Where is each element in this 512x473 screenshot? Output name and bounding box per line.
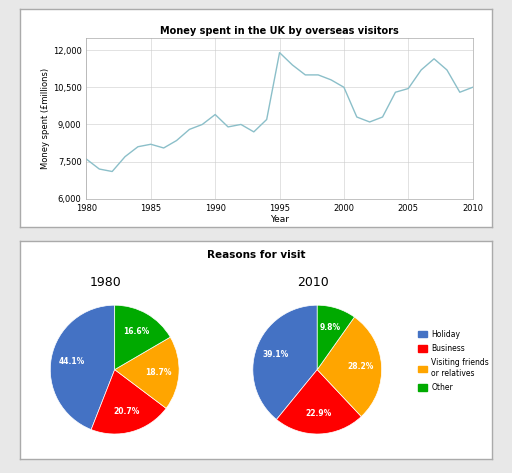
Text: Reasons for visit: Reasons for visit	[207, 250, 305, 260]
Text: 1980: 1980	[90, 276, 121, 289]
Legend: Holiday, Business, Visiting friends
or relatives, Other: Holiday, Business, Visiting friends or r…	[415, 327, 492, 395]
Text: 2010: 2010	[296, 276, 328, 289]
